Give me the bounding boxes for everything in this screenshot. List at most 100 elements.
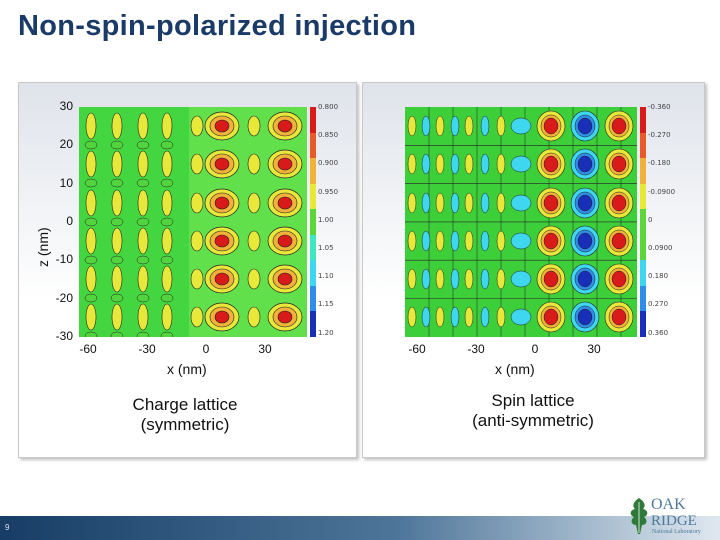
charge-blob [190, 153, 204, 175]
x-tick-label: -30 [467, 342, 485, 356]
charge-blob [85, 189, 97, 217]
spin-blob [496, 306, 506, 328]
charge-blob [136, 255, 150, 265]
charge-blob [247, 153, 261, 175]
x-tick-label: 0 [202, 342, 210, 356]
colorbar-label: 0.900 [318, 159, 339, 168]
y-tick-label: 10 [59, 175, 73, 190]
x-tick-label: 30 [258, 342, 272, 356]
spin-peak [611, 232, 627, 250]
spin-blob [421, 115, 431, 137]
charge-blob [111, 265, 123, 293]
colorbar-swatch [640, 132, 646, 159]
spin-blob [450, 115, 460, 137]
charge-x-label: x (nm) [167, 361, 207, 377]
spin-blob [435, 230, 445, 252]
charge-blob [137, 150, 149, 178]
colorbar-label: 0 [648, 215, 653, 224]
charge-blob [160, 293, 174, 303]
heatmap-region [189, 107, 307, 337]
charge-blob [110, 293, 124, 303]
y-tick-label: -30 [55, 328, 73, 343]
spin-blob [407, 230, 417, 252]
spin-blob [480, 153, 490, 175]
spin-blob [480, 268, 490, 290]
x-tick-label: 30 [587, 342, 601, 356]
charge-blob [160, 217, 174, 227]
spin-blob [407, 192, 417, 214]
x-tick-label: -30 [138, 342, 156, 356]
colorbar-swatch [310, 183, 316, 210]
spin-blob [496, 230, 506, 252]
charge-blob [137, 189, 149, 217]
spin-blob [510, 270, 532, 288]
charge-blob [85, 303, 97, 331]
spin-peak [543, 155, 559, 173]
colorbar-swatch [310, 311, 316, 338]
colorbar-label: -0.360 [648, 103, 671, 111]
charge-blob [247, 268, 261, 290]
colorbar-label: 1.10 [318, 272, 334, 281]
charge-blob [190, 115, 204, 137]
colorbar-label: 0.270 [648, 300, 669, 309]
spin-blob [450, 153, 460, 175]
spin-peak [577, 270, 593, 288]
spin-peak [611, 155, 627, 173]
spin-blob [510, 232, 532, 250]
charge-peak [214, 157, 230, 171]
charge-peak [277, 196, 293, 210]
colorbar-swatch [640, 260, 646, 287]
charge-blob [190, 306, 204, 328]
colorbar-swatch [640, 234, 646, 261]
charge-blob [84, 293, 98, 303]
spin-peak [611, 270, 627, 288]
charge-blob [110, 217, 124, 227]
charge-blob [136, 140, 150, 150]
spin-blob [464, 153, 474, 175]
spin-blob [421, 306, 431, 328]
y-tick-label: 20 [59, 137, 73, 152]
charge-blob [84, 255, 98, 265]
charge-peak [277, 310, 293, 324]
charge-blob [136, 293, 150, 303]
spin-blob [435, 268, 445, 290]
charge-blob [136, 331, 150, 337]
spin-blob [421, 268, 431, 290]
colorbar-swatch [310, 234, 316, 261]
spin-blob [435, 115, 445, 137]
colorbar-label: 1.00 [318, 215, 334, 224]
slide-title: Non-spin-polarized injection [18, 10, 417, 42]
spin-peak [577, 117, 593, 135]
colorbar-label: 0.950 [318, 187, 339, 196]
spin-lattice-panel: -0.360 -0.270 -0.180 -0.0900 0 0.0900 0.180 0.2… [362, 82, 705, 458]
oak-leaf-icon [630, 498, 648, 534]
spin-blob [407, 268, 417, 290]
charge-blob [111, 150, 123, 178]
spin-peak [543, 308, 559, 326]
spin-blob [464, 230, 474, 252]
charge-blob [190, 192, 204, 214]
colorbar-swatch [310, 209, 316, 236]
charge-blob [160, 178, 174, 188]
charge-blob [160, 331, 174, 337]
y-tick-label: 0 [66, 213, 73, 228]
spin-blob [464, 192, 474, 214]
charge-blob [84, 331, 98, 337]
charge-caption: Charge lattice (symmetric) [132, 395, 238, 434]
charge-blob [161, 227, 173, 255]
charge-blob [137, 112, 149, 140]
colorbar-label: 0.180 [648, 272, 669, 281]
charge-blob [247, 306, 261, 328]
charge-blob [84, 140, 98, 150]
spin-blob [450, 230, 460, 252]
colorbar-swatch [640, 209, 646, 236]
charge-peak [214, 272, 230, 286]
spin-blob [510, 155, 532, 173]
spin-blob [450, 268, 460, 290]
colorbar-label: 1.20 [318, 328, 334, 337]
colorbar-swatch [310, 132, 316, 159]
charge-blob [161, 112, 173, 140]
colorbar-swatch [310, 285, 316, 312]
charge-blob [137, 303, 149, 331]
spin-blob [510, 117, 532, 135]
